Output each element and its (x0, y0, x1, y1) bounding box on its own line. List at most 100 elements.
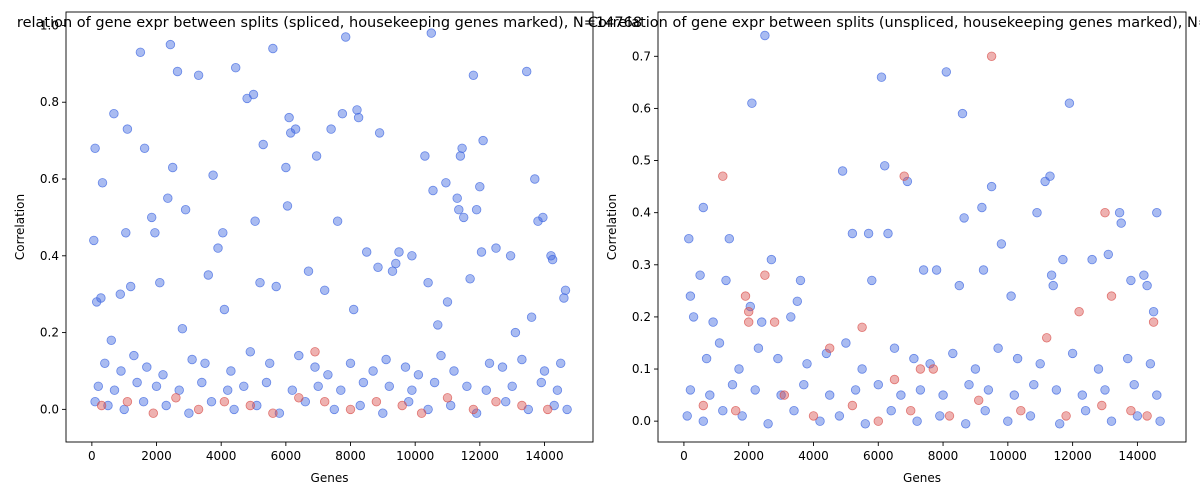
data-point (1132, 411, 1143, 421)
data-point (187, 354, 197, 365)
housekeeping-point (219, 397, 230, 407)
y-tick-label: 0.0 (40, 402, 59, 416)
data-point (394, 247, 404, 257)
data-point (355, 400, 365, 411)
housekeeping-point (906, 406, 916, 416)
data-point (426, 28, 437, 38)
data-point (880, 161, 890, 171)
y-tick-label: 0.4 (632, 206, 651, 220)
data-point (1029, 380, 1039, 390)
data-point (1116, 218, 1126, 228)
data-point (802, 359, 812, 369)
data-point (476, 247, 487, 257)
data-point (341, 32, 351, 42)
data-point (1152, 390, 1162, 400)
housekeeping-point (1074, 307, 1084, 317)
data-point (867, 275, 877, 286)
data-point (522, 66, 532, 77)
data-point (938, 390, 948, 400)
data-point (986, 181, 997, 192)
housekeeping-point (193, 404, 204, 415)
data-point (103, 400, 113, 411)
data-point (150, 228, 160, 238)
x-tick-label: 4000 (206, 449, 237, 463)
data-point (230, 62, 241, 73)
data-point (100, 358, 110, 369)
data-point (245, 347, 256, 357)
y-tick-label: 1.0 (40, 18, 59, 32)
data-point (698, 202, 709, 213)
data-point (219, 304, 230, 315)
data-point (821, 348, 832, 359)
y-axis-label: Correlation (605, 194, 619, 260)
housekeeping-point (915, 364, 926, 374)
data-point (336, 385, 346, 395)
y-tick-label: 0.4 (40, 249, 59, 263)
x-tick-label: 10000 (989, 449, 1027, 463)
data-point (1087, 254, 1097, 265)
data-point (248, 89, 259, 100)
data-point (222, 385, 233, 395)
data-point (980, 406, 990, 416)
data-point (507, 381, 517, 392)
housekeeping-point (825, 343, 835, 353)
data-point (1093, 364, 1104, 374)
housekeeping-point (171, 393, 181, 403)
data-point (1003, 416, 1013, 426)
data-point (116, 366, 126, 376)
housekeeping-point (1016, 406, 1026, 416)
data-point (799, 380, 809, 390)
data-point (1048, 280, 1058, 291)
data-point (255, 278, 265, 288)
chart-left: 0 2000 4000 6000 8000 10000 12000 14000 0.0 0.2 0.… (13, 11, 642, 485)
data-point (1045, 171, 1055, 181)
data-point (688, 312, 699, 322)
data-point (1035, 359, 1045, 369)
data-point (698, 416, 709, 426)
data-point (213, 243, 223, 253)
data-point (106, 335, 117, 346)
y-tick-label: 0.0 (632, 414, 651, 428)
data-point (682, 411, 692, 421)
data-point (1067, 348, 1078, 359)
housekeeping-point (397, 400, 407, 411)
data-point (714, 338, 725, 348)
housekeeping-point (122, 397, 133, 407)
x-tick-label: 14000 (525, 449, 563, 463)
data-point (909, 353, 919, 364)
data-point (433, 320, 443, 330)
data-point (229, 404, 239, 415)
data-point (792, 296, 803, 307)
data-point (129, 350, 139, 361)
data-point (471, 204, 482, 215)
data-point (271, 281, 281, 292)
data-point (184, 408, 194, 418)
data-point (96, 293, 106, 303)
data-point (1152, 207, 1162, 218)
housekeeping-point (416, 408, 427, 418)
y-tick-label: 0.3 (632, 258, 651, 272)
data-point (789, 406, 799, 416)
data-point (1122, 353, 1133, 364)
data-point (685, 385, 696, 395)
data-point (138, 397, 149, 407)
y-tick-label: 0.6 (632, 101, 651, 115)
data-point (1009, 390, 1020, 400)
data-point (837, 166, 848, 176)
y-tick-label: 0.1 (632, 362, 651, 376)
data-point (294, 350, 304, 361)
data-point (109, 108, 119, 119)
data-point (925, 359, 935, 369)
data-point (268, 43, 278, 54)
data-point (373, 262, 383, 273)
data-point (847, 228, 858, 239)
data-point (423, 278, 433, 288)
y-tick-label: 0.2 (632, 310, 651, 324)
data-point (536, 377, 547, 388)
data-point (1046, 270, 1057, 280)
data-point (815, 416, 825, 426)
data-point (533, 216, 543, 226)
housekeeping-point (345, 404, 356, 415)
data-point (1040, 176, 1050, 187)
data-point (311, 151, 322, 161)
